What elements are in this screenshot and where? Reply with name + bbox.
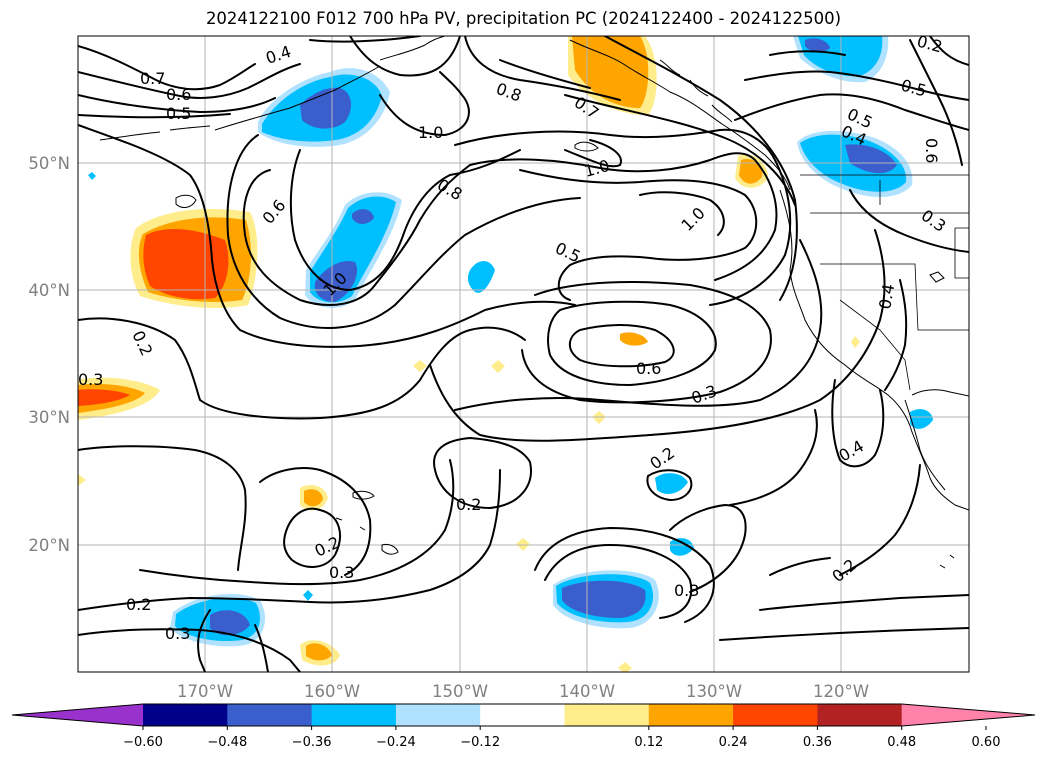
- colorbar-segment: [143, 704, 228, 726]
- lon-label: 160°W: [304, 682, 360, 701]
- colorbar-extend-max: [901, 704, 1035, 726]
- contour-label: 0.2: [456, 495, 481, 514]
- contour-label: 0.7: [140, 69, 165, 88]
- lon-label: 140°W: [559, 682, 615, 701]
- colorbar-tick-label: 0.36: [803, 735, 832, 750]
- latitude-labels: 50°N 40°N 30°N 20°N: [28, 154, 70, 555]
- contour-label: 1.0: [677, 203, 708, 234]
- contour-label: 0.2: [126, 595, 151, 614]
- colorbar-segment: [311, 704, 397, 726]
- lon-label: 150°W: [432, 682, 488, 701]
- precip-negative-shading: [88, 36, 933, 647]
- contour-label: 0.6: [636, 359, 661, 378]
- colorbar-segment: [227, 704, 313, 726]
- lat-label: 30°N: [28, 408, 70, 427]
- colorbar-tick-label: 0.24: [719, 735, 748, 750]
- contour-label: 0.4: [875, 282, 898, 310]
- contour-label: 0.2: [312, 533, 343, 561]
- contour-label: 0.5: [899, 76, 929, 101]
- contour-label: 0.4: [263, 42, 293, 68]
- colorbar: −0.60 −0.48 −0.36 −0.24 −0.12 0.12 0.24 0.36 0.4…: [11, 703, 1036, 750]
- colorbar-tick-label: 0.48: [887, 735, 916, 750]
- lon-label: 170°W: [177, 682, 233, 701]
- contour-label: 0.2: [915, 32, 945, 57]
- contour-label: 0.8: [434, 175, 466, 204]
- contour-label: 0.3: [918, 206, 950, 236]
- longitude-labels: 170°W 160°W 150°W 140°W 130°W 120°W: [177, 682, 869, 701]
- lon-label: 120°W: [813, 682, 869, 701]
- colorbar-extend-min: [12, 704, 143, 726]
- colorbar-tick-label: 0.60: [972, 735, 1001, 750]
- colorbar-tick-label: 0.12: [634, 735, 663, 750]
- colorbar-segment: [564, 704, 650, 726]
- contour-label: 0.3: [689, 381, 719, 408]
- colorbar-segment: [817, 704, 903, 726]
- contour-label: 1.0: [418, 123, 443, 142]
- map-plot-area: [78, 36, 969, 672]
- map-frame: [77, 35, 970, 673]
- lat-label: 40°N: [28, 281, 70, 300]
- colorbar-tick-label: −0.36: [292, 735, 332, 750]
- map-title: 2024122100 F012 700 hPa PV, precipitatio…: [205, 9, 842, 28]
- contour-label: 0.2: [828, 555, 860, 586]
- colorbar-segment: [648, 704, 734, 726]
- contour-label: 0.6: [259, 196, 290, 228]
- colorbar-segment: [733, 704, 818, 726]
- contour-label: 0.6: [166, 85, 191, 104]
- graticule: [78, 36, 969, 672]
- colorbar-tick-label: −0.48: [207, 735, 247, 750]
- political-borders: [800, 174, 969, 391]
- pv-contours: [78, 36, 969, 672]
- precip-positive-shading: [78, 36, 860, 672]
- contour-label: 0.3: [674, 581, 699, 600]
- colorbar-tick-label: −0.12: [460, 735, 500, 750]
- contour-label: 0.3: [165, 624, 190, 643]
- lat-label: 50°N: [28, 154, 70, 173]
- contour-label: 0.2: [128, 328, 156, 359]
- contour-label: 0.2: [646, 443, 678, 473]
- contour-label: 0.3: [329, 563, 354, 582]
- colorbar-tick-label: −0.60: [123, 735, 163, 750]
- colorbar-segment: [395, 704, 481, 726]
- contour-label: 0.3: [78, 370, 103, 389]
- colorbar-tick-label: −0.24: [376, 735, 416, 750]
- lat-label: 20°N: [28, 536, 70, 555]
- contour-label: 0.5: [166, 104, 191, 123]
- colorbar-segment: [480, 704, 565, 726]
- contour-label: 0.6: [922, 138, 941, 163]
- lon-label: 130°W: [686, 682, 742, 701]
- coastlines: [99, 36, 969, 569]
- contour-label: 0.8: [494, 79, 524, 106]
